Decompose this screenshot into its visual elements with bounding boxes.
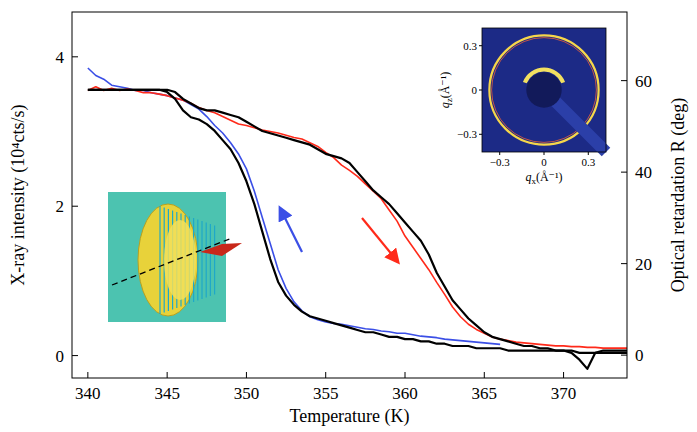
diffraction-inset: −0.3 0 0.3 −0.3 0 0.3 qx(Å⁻¹) qz(Å⁻¹) [438, 28, 606, 186]
schematic-hatch [206, 223, 207, 298]
x-tick-label: 345 [154, 384, 180, 403]
y-tick-label: 2 [56, 197, 65, 216]
inset-x-title: qx(Å⁻¹) [525, 170, 562, 186]
y2-axis-title: Optical retardation R (deg) [668, 98, 689, 292]
inset-x-tick-label: 0 [541, 156, 547, 168]
diffraction-frame [482, 28, 606, 152]
inset-x-tick [544, 152, 545, 155]
inset-y-tick-label: 0.3 [463, 40, 477, 52]
x-tick [87, 372, 88, 378]
y-tick-label: 0 [56, 347, 65, 366]
series-line [88, 68, 500, 344]
x-tick-label: 340 [75, 384, 101, 403]
x-tick [563, 372, 564, 378]
y-tick-label: 4 [56, 48, 65, 67]
inset-y-title: qz(Å⁻¹) [438, 72, 454, 109]
inset-y-tick [479, 90, 482, 91]
inset-x-tick-label: 0.3 [581, 156, 595, 168]
inset-y-tick [479, 134, 482, 135]
chart: 3403453503553603653700240204060Temperatu… [0, 0, 697, 432]
schematic-hatch [201, 221, 202, 299]
schematic-inset [108, 192, 242, 322]
y-axis-title: X-ray intensity (10⁴cts/s) [8, 104, 29, 285]
inset-x-tick [499, 152, 500, 155]
x-tick-label: 350 [234, 384, 260, 403]
schematic-disc [138, 204, 198, 316]
y2-tick [621, 263, 627, 264]
schematic-hatch [210, 224, 211, 296]
inset-x-tick-label: −0.3 [490, 156, 510, 168]
schematic-hatch [214, 226, 215, 295]
x-tick [405, 372, 406, 378]
y2-tick-label: 40 [635, 163, 652, 182]
diffraction-image [482, 28, 606, 152]
x-tick [246, 372, 247, 378]
x-tick [325, 372, 326, 378]
schematic-axis [112, 238, 232, 285]
y2-tick-label: 20 [635, 255, 652, 274]
y-tick [72, 206, 78, 207]
y-tick [72, 355, 78, 356]
x-tick [484, 372, 485, 378]
x-tick [167, 372, 168, 378]
x-axis-title: Temperature (K) [289, 406, 409, 427]
y2-tick [621, 355, 627, 356]
inset-y-tick-label: −0.3 [457, 128, 477, 140]
schematic-beam [200, 243, 242, 256]
x-tick-label: 365 [472, 384, 498, 403]
y2-tick [621, 80, 627, 81]
cooling-arrow [280, 208, 302, 252]
x-tick-label: 355 [313, 384, 339, 403]
inset-x-tick [588, 152, 589, 155]
inset-y-tick [479, 45, 482, 46]
inset-y-tick-label: 0 [472, 84, 478, 96]
x-tick-label: 360 [392, 384, 418, 403]
y2-tick [621, 172, 627, 173]
plot-frame [72, 12, 627, 378]
schematic-hatch [197, 220, 198, 301]
beam-stop-center [526, 72, 561, 107]
y2-tick-label: 60 [635, 72, 652, 91]
heating-arrow [362, 218, 398, 262]
schematic-hatch [159, 206, 160, 314]
y2-tick-label: 0 [635, 346, 644, 365]
schematic-plate [108, 192, 226, 322]
schematic-core [164, 220, 196, 300]
y-tick [72, 56, 78, 57]
x-tick-label: 370 [551, 384, 577, 403]
